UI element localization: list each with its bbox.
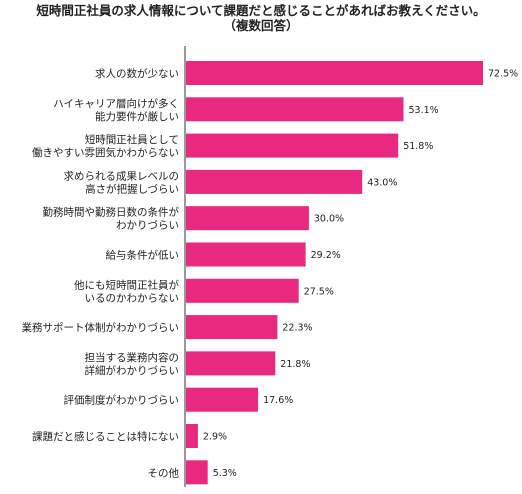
value-label: 72.5% (488, 69, 518, 80)
category-label: 勤務時間や勤務日数の条件がわかりづらい (43, 206, 180, 232)
value-label: 51.8% (403, 141, 433, 152)
category-label: 課題だと感じることは特にない (32, 430, 179, 443)
category-label: 他にも短時間正社員がいるのかわからない (74, 278, 179, 304)
category-label: 求人の数が少ない (95, 67, 179, 80)
value-label: 53.1% (409, 105, 439, 116)
category-label: 担当する業務内容の詳細がわかりづらい (85, 351, 180, 377)
chart-subtitle: （複数回答） (223, 18, 299, 33)
value-label: 17.6% (263, 395, 293, 406)
category-label: 給与条件が低い (106, 249, 180, 262)
chart-title: 短時間正社員の求人情報について課題だと感じることがあればお教えください。 (36, 3, 486, 18)
bar (186, 387, 259, 412)
bar (186, 424, 198, 448)
bar (186, 460, 208, 485)
value-label: 21.8% (280, 359, 310, 370)
bar (186, 133, 399, 158)
bar (186, 278, 299, 303)
bar (186, 351, 276, 376)
bar (186, 242, 306, 267)
value-label: 22.3% (282, 323, 312, 334)
bar (186, 169, 363, 194)
bar (186, 61, 483, 85)
bar (186, 97, 404, 122)
value-label: 30.0% (314, 214, 344, 225)
category-label: 業務サポート体制がわかりづらい (22, 321, 180, 334)
category-label: 短時間正社員として働きやすい雰囲気かわからない (32, 133, 179, 159)
category-label: その他 (148, 466, 180, 479)
value-label: 29.2% (311, 250, 341, 261)
value-label: 27.5% (304, 286, 334, 297)
bar (186, 206, 309, 231)
category-label: ハイキャリア層向けが多く能力要件が厳しい (53, 97, 179, 123)
value-label: 43.0% (367, 177, 397, 188)
bar (186, 315, 278, 340)
value-label: 5.3% (213, 468, 237, 479)
category-label: 求められる成果レベルの高さが把握しづらい (64, 170, 180, 195)
value-label: 2.9% (203, 432, 227, 443)
category-label: 評価制度がわかりづらい (64, 394, 180, 407)
